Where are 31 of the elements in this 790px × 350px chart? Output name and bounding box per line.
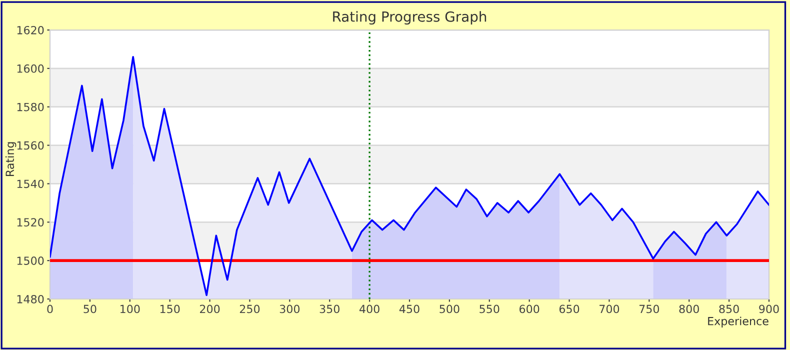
y-tick-label: 1600: [17, 64, 44, 73]
line-series: [50, 56, 769, 296]
x-tick-label: 50: [84, 304, 96, 314]
y-tick-label: 1580: [17, 102, 44, 112]
x-tick-label: 300: [280, 304, 300, 314]
x-tick-label: 150: [160, 304, 180, 314]
x-tick-label: 450: [399, 304, 420, 314]
x-tick-label: 400: [359, 304, 380, 314]
x-tick-label: 350: [320, 304, 340, 314]
x-tick-label: 800: [679, 304, 699, 314]
y-tick-label: 1560: [17, 141, 44, 150]
chart-title: Rating Progress Graph: [333, 11, 486, 25]
x-tick-label: 650: [559, 304, 580, 314]
y-axis-title: Rating: [5, 142, 16, 176]
x-axis-title: Experience: [708, 316, 768, 328]
x-tick-label: 200: [200, 304, 220, 314]
x-tick-label: 600: [520, 304, 540, 314]
y-tick-label: 1540: [17, 180, 44, 188]
x-tick-label: 900: [759, 304, 779, 314]
y-tick-label: 1620: [17, 26, 44, 34]
y-tick-label: 1500: [17, 256, 44, 265]
x-tick-label: 550: [480, 304, 500, 314]
x-tick-label: 750: [639, 304, 660, 314]
x-tick-label: 700: [600, 304, 620, 314]
x-tick-label: 850: [719, 304, 739, 314]
x-tick-label: 100: [120, 304, 140, 314]
y-tick-label: 1480: [17, 294, 44, 304]
x-tick-label: 0: [47, 304, 53, 314]
y-tick-label: 1520: [17, 218, 44, 227]
x-tick-label: 250: [240, 304, 260, 314]
x-tick-label: 500: [440, 304, 460, 314]
